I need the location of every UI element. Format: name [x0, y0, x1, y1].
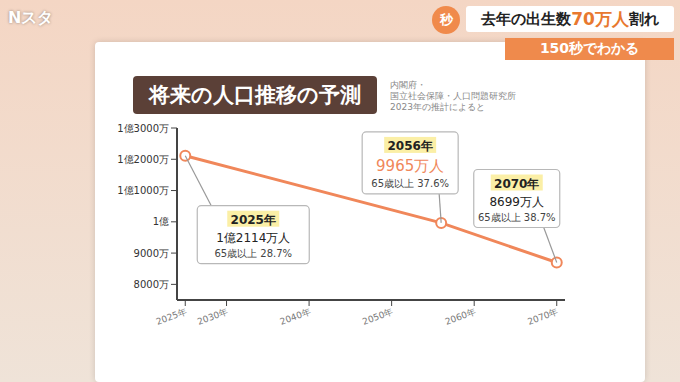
html-text:Nスタ: Nスタ: [8, 8, 54, 27]
svg-text:8699万人: 8699万人: [489, 195, 544, 209]
svg-text:2025年: 2025年: [155, 306, 188, 326]
html-text:2023年の推計によると: 2023年の推計によると: [390, 102, 485, 112]
svg-text:2025年: 2025年: [231, 213, 276, 227]
svg-text:65歳以上 37.6%: 65歳以上 37.6%: [371, 178, 449, 189]
html-text:国立社会保障・人口問題研究所: 国立社会保障・人口問題研究所: [390, 91, 516, 101]
html-text:去年の出生数70万人割れ: 去年の出生数70万人割れ: [481, 8, 659, 29]
svg-text:2070年: 2070年: [494, 177, 539, 191]
svg-text:1億2114万人: 1億2114万人: [216, 231, 290, 245]
svg-text:2060年: 2060年: [444, 306, 477, 326]
svg-text:1億2000万: 1億2000万: [117, 154, 169, 165]
html-text:内閣府・: 内閣府・: [390, 80, 426, 90]
svg-text:65歳以上 38.7%: 65歳以上 38.7%: [478, 212, 556, 223]
svg-text:2030年: 2030年: [196, 306, 229, 326]
html-text:将来の人口推移の予測: 将来の人口推移の予測: [149, 83, 361, 107]
svg-text:1億1000万: 1億1000万: [117, 185, 169, 196]
svg-text:2056年: 2056年: [387, 139, 432, 153]
html-text:秒: 秒: [439, 12, 453, 27]
svg-text:2050年: 2050年: [361, 306, 394, 326]
svg-text:8000万: 8000万: [134, 279, 169, 290]
html-text:150秒でわかる: 150秒でわかる: [539, 40, 640, 56]
svg-text:1億: 1億: [153, 216, 169, 227]
svg-text:2070年: 2070年: [526, 306, 559, 326]
svg-text:9965万人: 9965万人: [376, 157, 444, 175]
svg-text:1億3000万: 1億3000万: [117, 123, 169, 134]
svg-text:65歳以上 28.7%: 65歳以上 28.7%: [214, 248, 292, 259]
svg-text:9000万: 9000万: [134, 248, 169, 259]
svg-text:2040年: 2040年: [279, 306, 312, 326]
